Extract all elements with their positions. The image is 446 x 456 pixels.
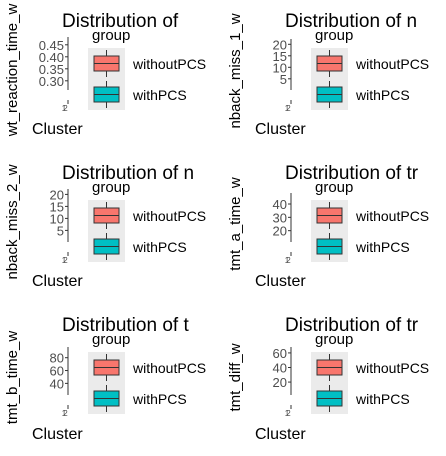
legend-label: withPCS <box>132 391 187 407</box>
y-tick-label: 5 <box>57 223 64 238</box>
y-tick-label: 0.40 <box>39 50 64 65</box>
y-tick-label: 0.35 <box>39 62 64 77</box>
x-tick-label: 1 <box>285 409 290 418</box>
y-tick-label: 10 <box>50 211 64 226</box>
chart-panel-1: Distribution of wt_reaction_time_w 0.300.3… <box>4 4 206 138</box>
y-tick-label: 20 <box>273 375 287 390</box>
legend-title: group <box>92 27 130 44</box>
legend-title: group <box>315 179 353 196</box>
x-tick-label: 2 <box>286 256 291 265</box>
x-axis-label: Cluster <box>255 273 306 290</box>
x-tick-label: 2 <box>63 256 68 265</box>
chart-title: Distribution of n <box>62 163 194 184</box>
x-axis-label: Cluster <box>255 426 306 443</box>
y-axis-label: tmt_a_time_w <box>227 177 244 271</box>
legend-label: withPCS <box>132 87 187 103</box>
x-tick-label: 1 <box>62 409 67 418</box>
y-tick-label: 40 <box>50 376 64 391</box>
chart-title: Distribution of tr <box>285 163 419 184</box>
x-tick-label: 2 <box>63 409 68 418</box>
legend-label: withoutPCS <box>132 56 206 72</box>
chart-title: Distribution of t <box>62 315 189 336</box>
y-tick-label: 20 <box>273 37 287 52</box>
y-tick-label: 30 <box>273 210 287 225</box>
legend-title: group <box>315 27 353 44</box>
y-tick-label: 10 <box>273 60 287 75</box>
chart-title: Distribution of n <box>285 11 417 32</box>
x-axis-label: Cluster <box>32 273 83 290</box>
legend-label: withoutPCS <box>132 360 206 376</box>
x-tick-label: 1 <box>285 104 290 113</box>
legend-label: withoutPCS <box>355 360 429 376</box>
y-axis-label: tmt_b_time_w <box>4 331 21 425</box>
y-axis-label: wt_reaction_time_w <box>4 4 21 138</box>
x-tick-label: 2 <box>63 104 68 113</box>
x-tick-label: 1 <box>62 104 67 113</box>
y-tick-label: 60 <box>50 364 64 379</box>
x-tick-label: 2 <box>286 104 291 113</box>
x-axis-label: Cluster <box>32 121 83 138</box>
y-tick-label: 80 <box>50 351 64 366</box>
legend-title: group <box>92 331 130 348</box>
legend-title: group <box>92 179 130 196</box>
y-tick-label: 15 <box>50 199 64 214</box>
y-tick-label: 0.45 <box>39 38 64 53</box>
y-tick-label: 40 <box>273 360 287 375</box>
chart-title: Distribution of tr <box>285 315 419 336</box>
legend-label: withPCS <box>132 239 187 255</box>
y-tick-label: 0.30 <box>39 74 64 89</box>
y-tick-label: 5 <box>280 72 287 87</box>
y-axis-label: nback_miss_2_w <box>4 164 21 279</box>
y-axis-label: nback_miss_1_w <box>227 13 244 128</box>
legend-label: withoutPCS <box>132 208 206 224</box>
legend-label: withPCS <box>355 391 410 407</box>
legend-label: withoutPCS <box>355 208 429 224</box>
x-tick-label: 2 <box>286 409 291 418</box>
legend-title: group <box>315 331 353 348</box>
legend-label: withoutPCS <box>355 56 429 72</box>
legend-label: withPCS <box>355 87 410 103</box>
x-axis-label: Cluster <box>255 121 306 138</box>
y-tick-label: 20 <box>273 224 287 239</box>
y-tick-label: 20 <box>50 187 64 202</box>
x-axis-label: Cluster <box>32 426 83 443</box>
y-axis-label: tmt_diff_w <box>227 343 244 411</box>
y-tick-label: 15 <box>273 49 287 64</box>
x-tick-label: 1 <box>62 256 67 265</box>
y-tick-label: 60 <box>273 346 287 361</box>
legend-label: withPCS <box>355 239 410 255</box>
y-tick-label: 40 <box>273 197 287 212</box>
x-tick-label: 1 <box>285 256 290 265</box>
chart-title: Distribution of <box>62 11 179 32</box>
